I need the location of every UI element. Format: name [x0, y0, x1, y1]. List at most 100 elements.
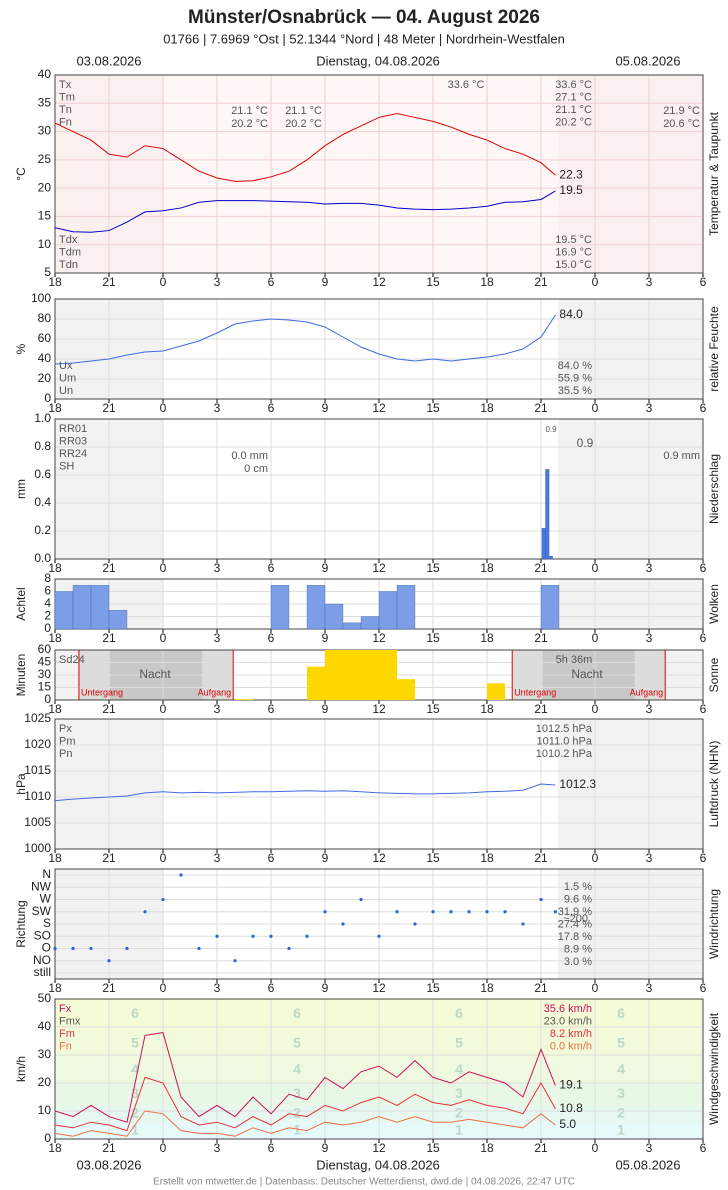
x-tick-label: 18: [480, 631, 494, 645]
side-label: relative Feuchte: [707, 306, 721, 392]
y-tick-label: 1020: [24, 737, 51, 751]
beaufort-label: 2: [617, 1105, 625, 1121]
point: [413, 922, 417, 926]
point: [359, 897, 363, 902]
x-tick-label: 3: [214, 401, 221, 415]
x-tick-label: 6: [700, 561, 707, 575]
y-tick-label: 0.6: [34, 467, 51, 481]
x-tick-label: 0: [160, 561, 167, 575]
x-tick-label: 6: [268, 981, 275, 995]
y-tick-label: 2: [44, 609, 51, 623]
bar: [235, 699, 253, 700]
beaufort-label: 3: [617, 1085, 625, 1101]
bar: [548, 556, 553, 560]
stat-value: 55.9 %: [558, 372, 592, 384]
day-background: [163, 75, 558, 273]
annotation: Nacht: [571, 667, 603, 681]
event-label: Aufgang: [198, 687, 232, 697]
annotation: 0.9 mm: [663, 450, 700, 462]
stat-name: RR03: [59, 435, 87, 447]
y-tick-label: 1005: [24, 815, 51, 829]
annotation: 33.6 °C: [448, 79, 485, 91]
x-tick-label: 18: [480, 702, 494, 716]
point: [251, 934, 255, 938]
y-tick-label: S: [43, 916, 51, 930]
x-tick-label: 3: [646, 702, 653, 716]
x-tick-label: 9: [322, 631, 329, 645]
point: [553, 910, 558, 914]
x-tick-label: 0: [592, 981, 599, 995]
x-tick-label: 18: [48, 631, 62, 645]
date-prev: 03.08.2026: [76, 1157, 141, 1172]
x-tick-label: 6: [700, 1141, 707, 1155]
x-tick-label: 0: [592, 851, 599, 865]
line: [54, 190, 556, 233]
point: [449, 910, 453, 914]
point: [503, 910, 507, 914]
annotation: 0.0 mm: [231, 450, 268, 462]
annotation: 0.9: [577, 436, 594, 450]
stat-value: 1011.0 hPa: [537, 735, 593, 747]
stat-value: 21.1 °C: [555, 104, 592, 116]
x-tick-label: 0: [160, 981, 167, 995]
stat-name: Tdm: [59, 246, 81, 258]
x-tick-label: 12: [372, 401, 386, 415]
x-tick-label: 21: [534, 561, 548, 575]
stat-value: 17.8 %: [558, 931, 592, 943]
x-tick-label: 3: [646, 561, 653, 575]
beaufort-label: 4: [131, 1061, 139, 1077]
point: [125, 946, 129, 951]
beaufort-label: 5: [293, 1035, 301, 1051]
y-axis-label: hPa: [14, 773, 28, 795]
stat-value: 20.2 °C: [555, 116, 592, 128]
x-tick-label: 6: [700, 401, 707, 415]
date-next: 05.08.2026: [615, 1157, 680, 1172]
y-tick-label: 20: [38, 1075, 52, 1089]
x-tick-label: 12: [372, 561, 386, 575]
point: [539, 897, 543, 902]
event-label: Aufgang: [630, 687, 664, 697]
beaufort-label: 5: [617, 1035, 625, 1051]
point: [269, 934, 273, 938]
x-tick-label: 3: [646, 401, 653, 415]
y-tick-label: 40: [38, 67, 52, 81]
stat-value: 16.9 °C: [555, 246, 592, 258]
x-tick-label: 9: [322, 561, 329, 575]
point: [143, 910, 147, 914]
x-tick-label: 3: [214, 981, 221, 995]
bar: [379, 650, 397, 700]
y-tick-label: 60: [38, 642, 52, 656]
x-tick-label: 0: [160, 1141, 167, 1155]
point: [89, 946, 93, 951]
y-tick-label: 20: [38, 371, 52, 385]
x-tick-label: 0: [160, 702, 167, 716]
beaufort-label: 6: [455, 1005, 463, 1021]
beaufort-label: 1: [455, 1121, 463, 1137]
stat-value: 27.1 °C: [555, 91, 592, 103]
x-tick-label: 6: [700, 702, 707, 716]
bar: [306, 585, 326, 630]
plot-frame: [54, 418, 704, 560]
bar: [541, 528, 546, 560]
bar: [360, 616, 380, 630]
stat-name: Fx: [59, 1003, 72, 1015]
y-tick-label: 8: [44, 571, 51, 585]
x-tick-label: 3: [646, 851, 653, 865]
bar: [342, 622, 362, 630]
y-tick-label: 40: [38, 1019, 52, 1033]
stat-name: Tm: [59, 91, 75, 103]
x-tick-label: 15: [426, 401, 440, 415]
bar: [396, 585, 416, 630]
point: [215, 934, 219, 938]
y-tick-label: W: [40, 892, 52, 906]
y-axis-label: km/h: [14, 1056, 28, 1082]
plot-frame: [54, 74, 704, 274]
y-tick-label: 60: [38, 331, 52, 345]
point: [305, 934, 309, 938]
bar: [545, 469, 550, 560]
y-tick-label: SO: [34, 928, 51, 942]
stat-value: 3.0 %: [564, 956, 592, 968]
y-tick-label: 0.8: [34, 439, 51, 453]
y-tick-label: O: [42, 941, 51, 955]
